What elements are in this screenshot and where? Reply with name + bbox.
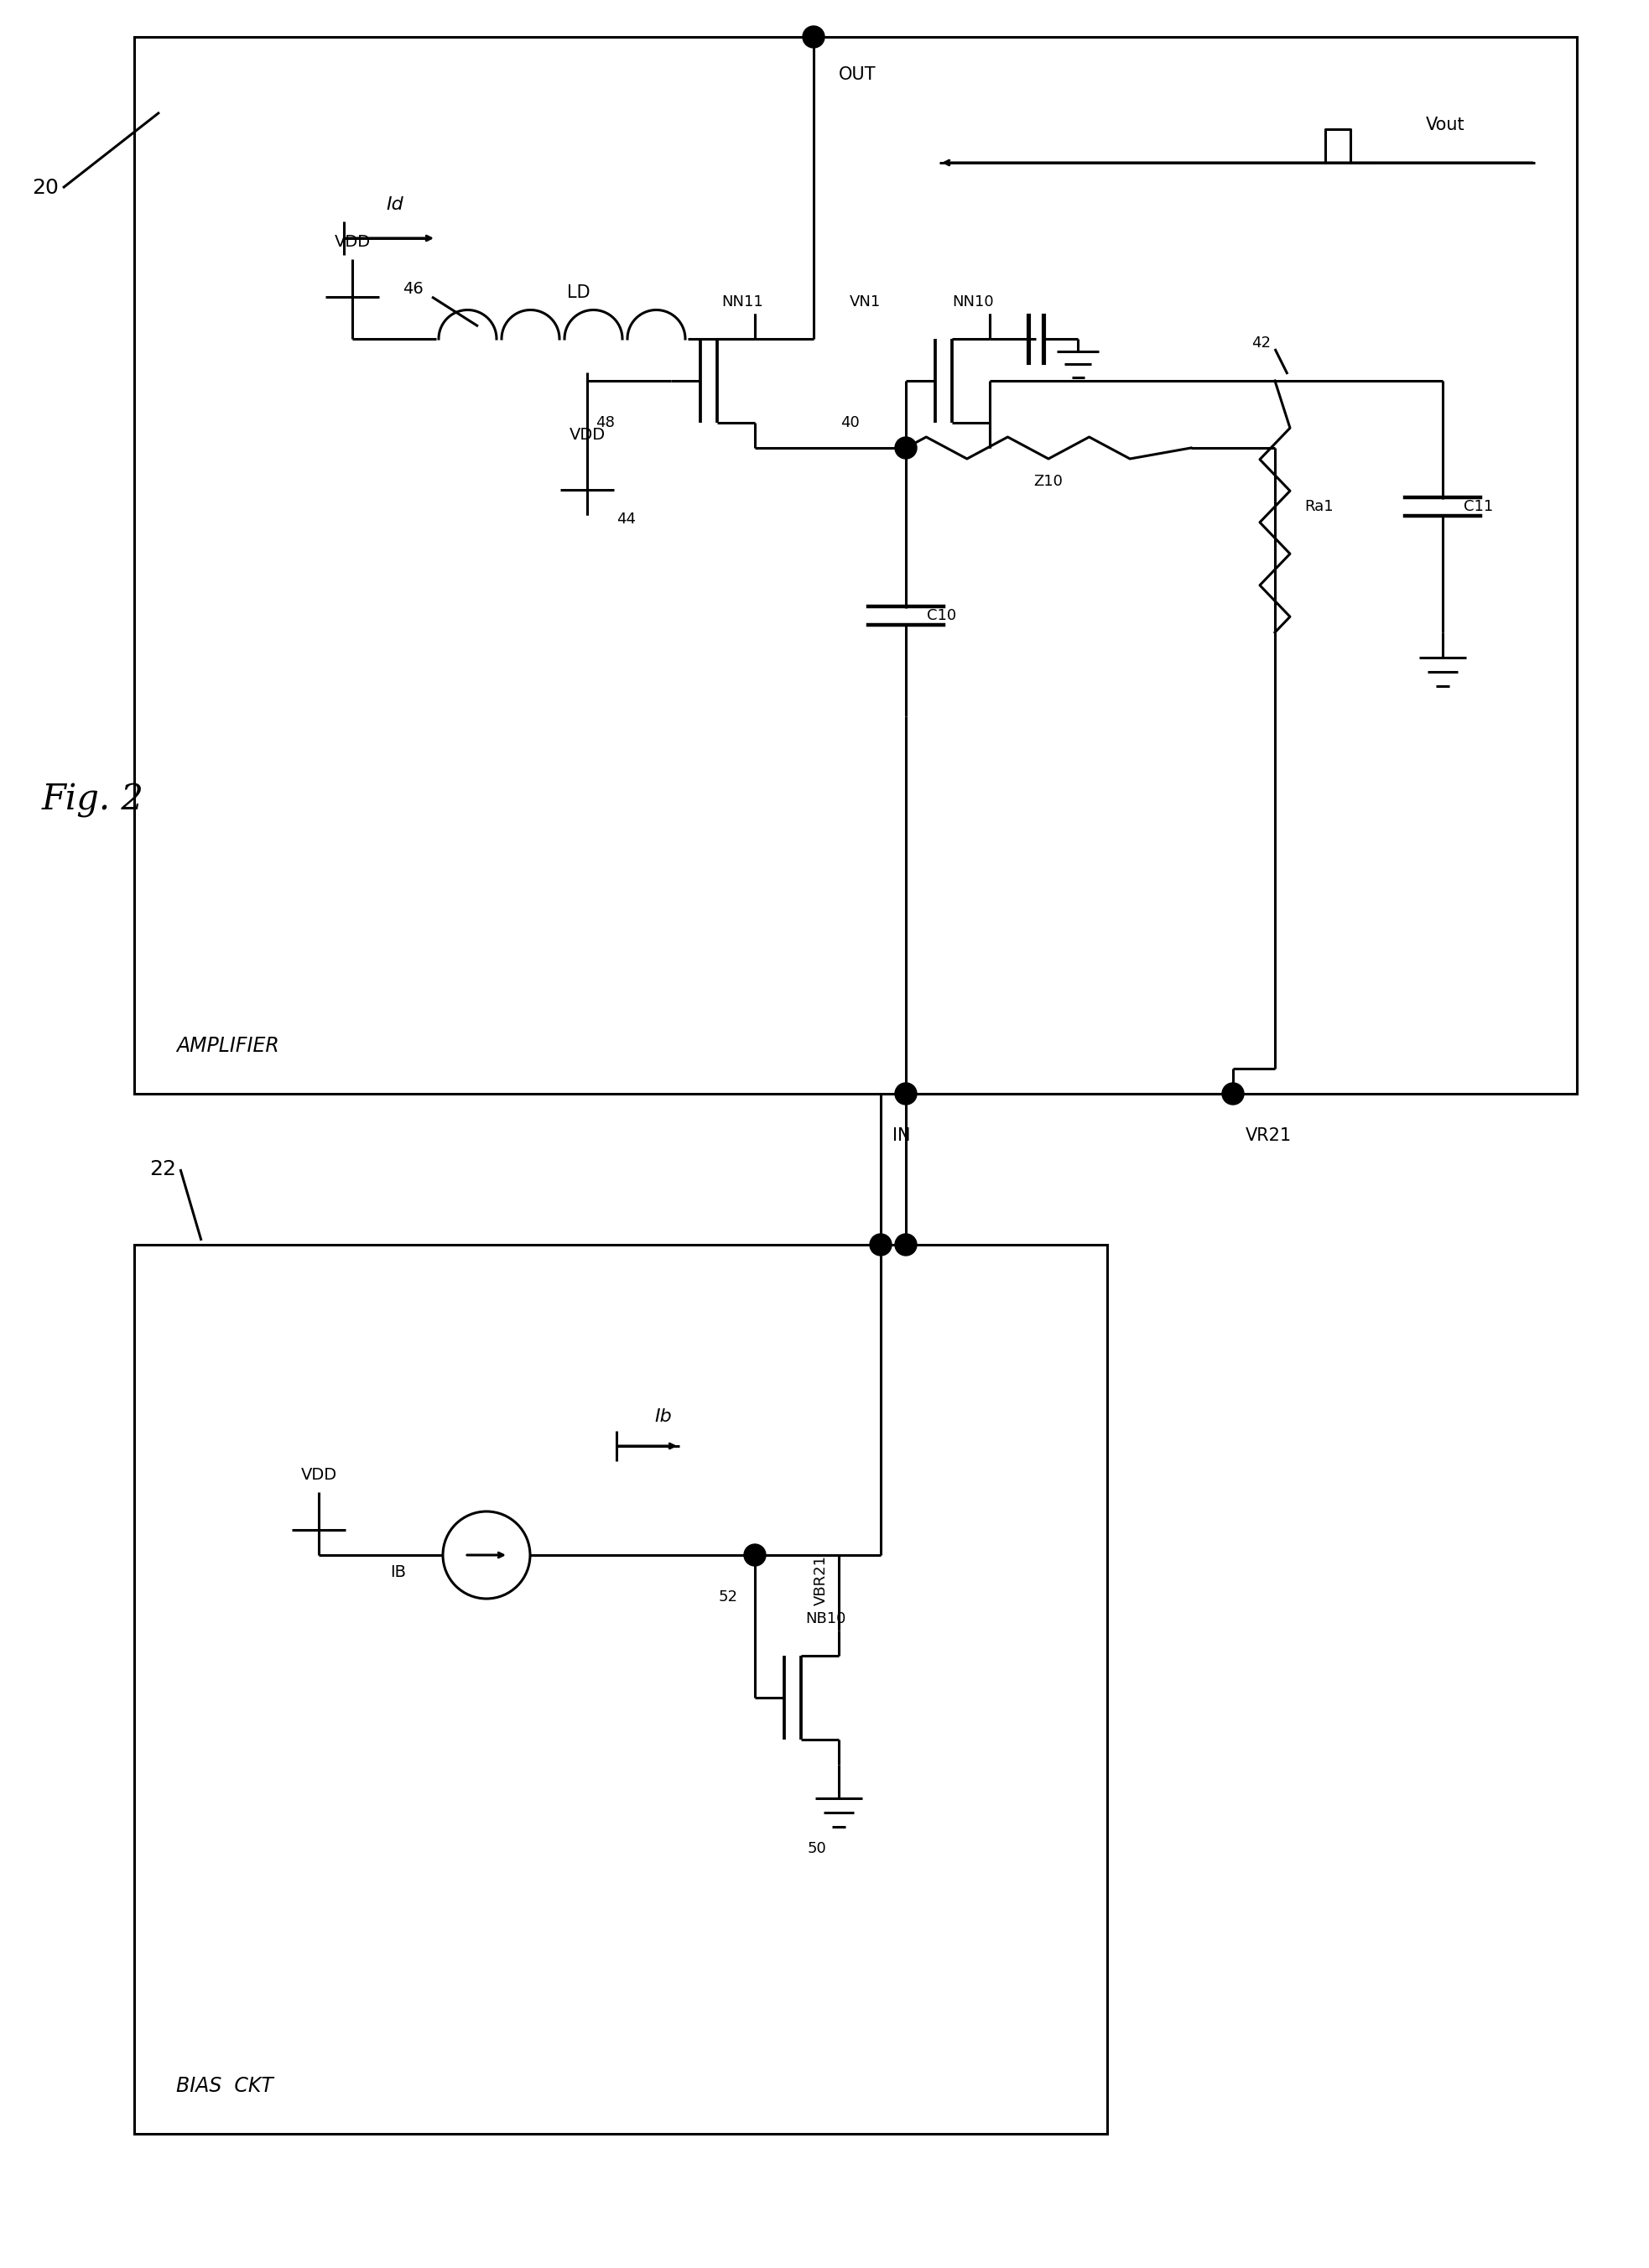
Text: 46: 46: [402, 281, 424, 297]
Text: NN11: NN11: [721, 295, 763, 308]
Text: LD: LD: [567, 284, 590, 302]
Text: OUT: OUT: [839, 66, 876, 84]
Circle shape: [869, 1234, 892, 1256]
Text: 22: 22: [150, 1159, 176, 1179]
Text: IN: IN: [892, 1127, 910, 1143]
Text: BIAS  CKT: BIAS CKT: [176, 2075, 274, 2096]
Text: C10: C10: [927, 608, 956, 624]
Text: Vout: Vout: [1426, 116, 1464, 134]
Text: Z10: Z10: [1034, 474, 1064, 490]
Circle shape: [1222, 1082, 1243, 1105]
Text: NN10: NN10: [951, 295, 994, 308]
Text: 42: 42: [1252, 336, 1271, 352]
Text: Fig. 2: Fig. 2: [41, 782, 143, 819]
Text: 44: 44: [617, 513, 637, 526]
Text: 20: 20: [31, 177, 59, 197]
Text: C11: C11: [1464, 499, 1494, 515]
Text: Ra1: Ra1: [1304, 499, 1334, 515]
Text: 40: 40: [841, 415, 859, 431]
Text: Id: Id: [386, 197, 404, 213]
Text: AMPLIFIER: AMPLIFIER: [176, 1036, 279, 1057]
Bar: [134, 1245, 1106, 2134]
Circle shape: [744, 1545, 765, 1565]
Text: VR21: VR21: [1245, 1127, 1291, 1143]
Bar: [134, 36, 1576, 1093]
Text: VBR21: VBR21: [813, 1556, 829, 1606]
Text: Ib: Ib: [655, 1408, 671, 1424]
Text: 52: 52: [719, 1590, 739, 1603]
Circle shape: [895, 1082, 917, 1105]
Circle shape: [803, 25, 824, 48]
Text: VDD: VDD: [335, 234, 371, 249]
Text: IB: IB: [391, 1565, 406, 1581]
Text: 48: 48: [595, 415, 615, 431]
Text: VDD: VDD: [300, 1467, 336, 1483]
Text: VDD: VDD: [569, 426, 605, 442]
Text: VN1: VN1: [849, 295, 881, 308]
Circle shape: [895, 438, 917, 458]
Circle shape: [895, 1234, 917, 1256]
Text: 50: 50: [806, 1842, 826, 1855]
Text: NB10: NB10: [805, 1610, 846, 1626]
